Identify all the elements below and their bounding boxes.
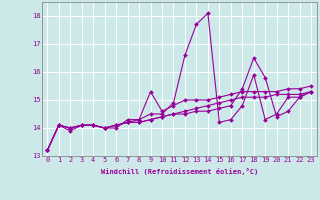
X-axis label: Windchill (Refroidissement éolien,°C): Windchill (Refroidissement éolien,°C) <box>100 168 258 175</box>
